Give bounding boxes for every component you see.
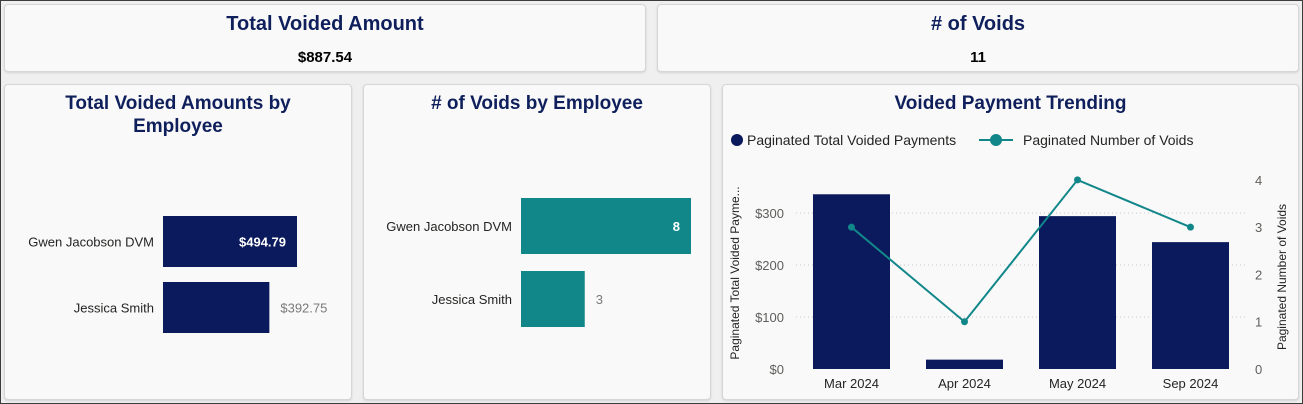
x-tick-sep-2024: Sep 2024 (1163, 376, 1219, 391)
data-label-jessica-smith: $392.75 (280, 301, 327, 316)
y-axis-title-left: Paginated Total Voided Payme... (728, 186, 742, 359)
bar-jessica-smith (521, 271, 585, 327)
y-tick-right-4: 4 (1255, 173, 1262, 188)
x-tick-apr-2024: Apr 2024 (938, 376, 991, 391)
data-label-gwen-jacobson-dvm: $494.79 (239, 235, 286, 250)
category-label-gwen-jacobson-dvm: Gwen Jacobson DVM (28, 235, 154, 250)
y-tick-left-3: $300 (755, 206, 784, 221)
y-tick-right-0: 0 (1255, 362, 1262, 377)
data-label-jessica-smith: 3 (596, 292, 603, 307)
x-tick-mar-2024: Mar 2024 (824, 376, 879, 391)
chart-card-voids-by-employee: # of Voids by Employee Gwen Jacobson DVM… (363, 84, 711, 400)
kpi-title: Total Voided Amount (226, 13, 424, 35)
kpi-title: # of Voids (930, 13, 1026, 35)
bar-mar-2024 (813, 194, 890, 369)
amounts-by-employee-chart: Gwen Jacobson DVM $494.79 Jessica Smith $39… (28, 216, 327, 333)
y-tick-right-3: 3 (1255, 220, 1262, 235)
bar-gwen-jacobson-dvm (163, 216, 297, 267)
category-label-jessica-smith: Jessica Smith (432, 292, 512, 307)
data-label-gwen-jacobson-dvm: 8 (673, 219, 680, 234)
kpi-card-total-voided-amount: Total Voided Amount $887.54 (4, 4, 646, 72)
line-point-may-2024 (1074, 176, 1081, 184)
bar-may-2024 (1039, 216, 1116, 369)
chart-card-voided-payment-trending: Voided Payment Trending Paginated Total … (722, 84, 1299, 400)
kpi-card-number-of-voids: # of Voids 11 (657, 4, 1299, 72)
bar-apr-2024 (926, 359, 1003, 369)
x-tick-may-2024: May 2024 (1049, 376, 1106, 391)
y-tick-left-2: $200 (755, 258, 784, 273)
chart-title: Total Voided Amounts by Employee (65, 93, 291, 137)
bar-jessica-smith (163, 282, 270, 333)
kpi-value: 11 (970, 49, 986, 66)
y-tick-right-1: 1 (1255, 315, 1262, 330)
bar-sep-2024 (1152, 242, 1229, 369)
category-label-jessica-smith: Jessica Smith (74, 301, 154, 316)
legend-label-number-of-voids: Paginated Number of Voids (1023, 132, 1193, 148)
bar-gwen-jacobson-dvm (521, 198, 691, 254)
y-axis-title-right: Paginated Number of Voids (1275, 204, 1289, 350)
voided-payment-trending-chart: Paginated Total Voided Payments Paginated… (728, 132, 1289, 391)
chart-title: # of Voids by Employee (431, 93, 643, 114)
legend-label-total-voided-payments: Paginated Total Voided Payments (747, 132, 956, 148)
y-tick-left-0: $0 (770, 362, 784, 377)
chart-title: Voided Payment Trending (894, 93, 1127, 114)
y-tick-left-1: $100 (755, 310, 784, 325)
chart-card-amounts-by-employee: Total Voided Amounts by Employee Gwen Ja… (4, 84, 352, 400)
legend-marker-number-of-voids (990, 134, 1002, 146)
kpi-value: $887.54 (297, 49, 353, 66)
line-number-of-voids (850, 178, 1191, 324)
category-label-gwen-jacobson-dvm: Gwen Jacobson DVM (386, 219, 512, 234)
legend-marker-total-voided-payments (731, 134, 743, 146)
line-point-apr-2024 (961, 318, 968, 326)
line-point-mar-2024 (848, 223, 855, 231)
line-point-sep-2024 (1187, 223, 1194, 231)
voids-by-employee-chart: Gwen Jacobson DVM 8 Jessica Smith 3 (386, 198, 691, 327)
y-tick-right-2: 2 (1255, 267, 1262, 282)
